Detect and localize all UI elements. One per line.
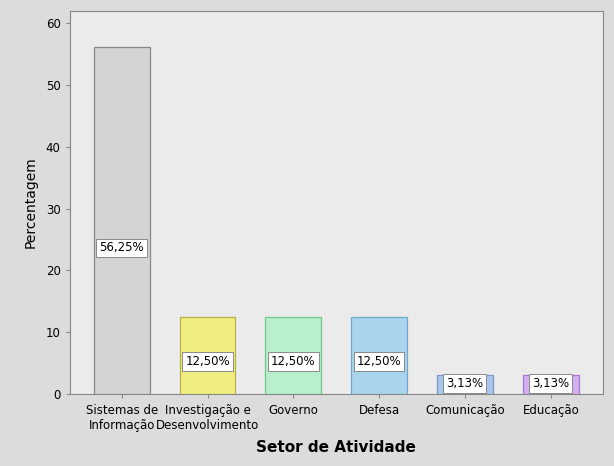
Text: 3,13%: 3,13% xyxy=(532,377,569,390)
Text: 12,50%: 12,50% xyxy=(185,355,230,368)
Text: 12,50%: 12,50% xyxy=(271,355,316,368)
Bar xyxy=(523,375,578,394)
Bar xyxy=(265,317,321,394)
Bar xyxy=(351,317,407,394)
Y-axis label: Percentagem: Percentagem xyxy=(23,157,37,248)
Bar xyxy=(437,375,493,394)
Bar xyxy=(94,47,150,394)
Text: 12,50%: 12,50% xyxy=(357,355,402,368)
Bar xyxy=(180,317,235,394)
Text: 3,13%: 3,13% xyxy=(446,377,483,390)
X-axis label: Setor de Atividade: Setor de Atividade xyxy=(256,440,416,455)
Text: 56,25%: 56,25% xyxy=(99,241,144,254)
